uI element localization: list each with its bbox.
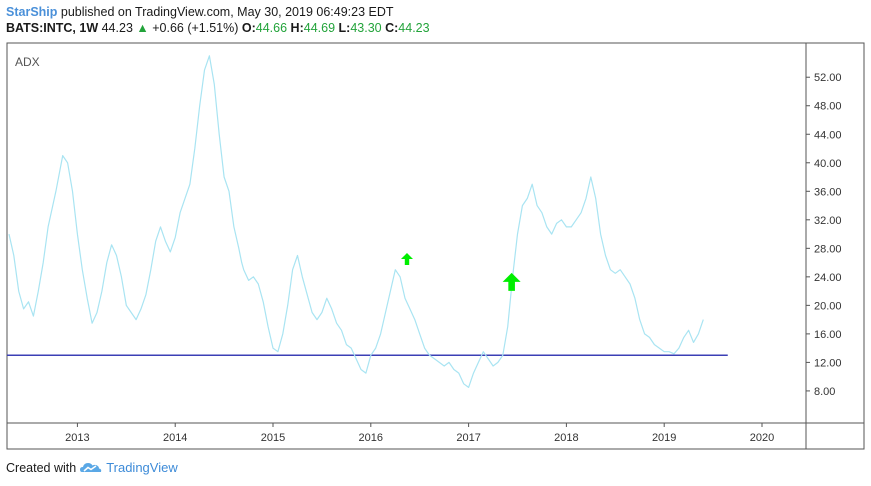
y-axis[interactable]: 8.00 12.00 16.00 20.00 24.00 28.00 32.00 36.00 4… bbox=[806, 72, 842, 398]
plot-frame bbox=[6, 42, 865, 450]
y-tick-label: 48.00 bbox=[814, 101, 842, 113]
close-value: 44.23 bbox=[398, 21, 430, 35]
arrow-layer bbox=[400, 253, 521, 291]
x-tick-label: 2018 bbox=[554, 432, 578, 444]
y-tick-label: 16.00 bbox=[814, 329, 842, 341]
x-tick-label: 2019 bbox=[652, 432, 676, 444]
y-tick-label: 36.00 bbox=[814, 186, 842, 198]
y-tick-label: 44.00 bbox=[814, 129, 842, 141]
x-tick-label: 2013 bbox=[65, 432, 89, 444]
published-text: published on TradingView.com, May 30, 20… bbox=[60, 5, 394, 19]
x-tick-label: 2015 bbox=[261, 432, 285, 444]
ohlc-line: BATS:INTC, 1W 44.23 ▲ +0.66 (+1.51%) O:4… bbox=[6, 20, 430, 36]
x-tick-label: 2014 bbox=[163, 432, 187, 444]
y-tick-label: 52.00 bbox=[814, 72, 842, 84]
up-arrow-icon[interactable] bbox=[400, 253, 413, 266]
y-tick-label: 40.00 bbox=[814, 158, 842, 170]
y-tick-label: 32.00 bbox=[814, 215, 842, 227]
x-tick-label: 2020 bbox=[750, 432, 774, 444]
outer-frame bbox=[6, 42, 865, 450]
close-label: C: bbox=[385, 21, 399, 35]
up-arrow-icon[interactable] bbox=[502, 272, 521, 291]
x-tick-label: 2016 bbox=[359, 432, 383, 444]
low-value: 43.30 bbox=[350, 21, 382, 35]
publish-line: StarShip published on TradingView.com, M… bbox=[6, 4, 430, 20]
y-tick-label: 8.00 bbox=[814, 386, 835, 398]
last-price: 44.23 bbox=[101, 21, 133, 35]
open-value: 44.66 bbox=[255, 21, 288, 35]
chart-header: StarShip published on TradingView.com, M… bbox=[6, 4, 430, 36]
open-label: O: bbox=[241, 21, 256, 35]
y-tick-label: 20.00 bbox=[814, 300, 842, 312]
created-with-text: Created with bbox=[6, 460, 77, 475]
tradingview-brand[interactable]: TradingView bbox=[106, 460, 178, 475]
symbol-label: BATS:INTC, 1W bbox=[6, 21, 99, 35]
up-triangle-icon: ▲ bbox=[136, 21, 149, 35]
price-change: +0.66 (+1.51%) bbox=[152, 21, 239, 35]
y-tick-label: 12.00 bbox=[814, 357, 842, 369]
author-link[interactable]: StarShip bbox=[6, 5, 58, 19]
low-label: L: bbox=[338, 21, 351, 35]
indicator-title: ADX bbox=[15, 55, 40, 69]
tradingview-cloud-logo-icon bbox=[80, 463, 102, 472]
x-tick-label: 2017 bbox=[456, 432, 480, 444]
y-tick-label: 24.00 bbox=[814, 272, 842, 284]
y-tick-label: 28.00 bbox=[814, 243, 842, 255]
high-value: 44.69 bbox=[303, 21, 336, 35]
series-layer bbox=[8, 55, 704, 388]
high-label: H: bbox=[290, 21, 304, 35]
x-axis[interactable]: 2013 2014 2015 2016 2017 2018 2019 2020 bbox=[65, 423, 774, 444]
footer: Created with TradingView bbox=[6, 460, 178, 475]
adx-series-line bbox=[8, 55, 704, 388]
